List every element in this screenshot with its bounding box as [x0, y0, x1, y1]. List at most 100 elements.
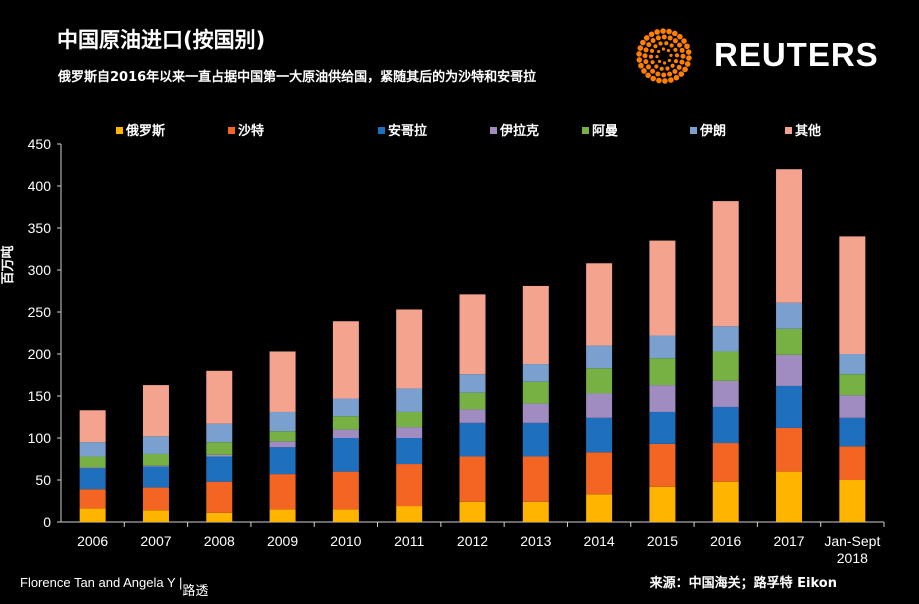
- bar-segment: [459, 294, 486, 375]
- x-tick-label: 2012: [457, 533, 488, 549]
- bar-segment: [712, 326, 739, 352]
- logo-dot: [684, 61, 691, 67]
- legend-swatch: [785, 127, 792, 134]
- bar-segment: [522, 501, 549, 522]
- bar-segment: [459, 409, 486, 423]
- logo-dot: [659, 66, 664, 71]
- logo-dot: [664, 41, 669, 46]
- bar-segment: [332, 509, 359, 522]
- bar-segment: [206, 454, 233, 457]
- author-credit: Florence Tan and Angela Y |路透: [20, 572, 208, 599]
- logo-dot: [636, 51, 642, 57]
- bar-segment: [712, 406, 739, 444]
- bar-segment: [79, 467, 106, 469]
- bar-segment: [522, 381, 549, 404]
- bar-segment: [79, 442, 106, 457]
- logo-dot: [662, 61, 667, 65]
- bar-segment: [839, 480, 866, 522]
- x-tick-label: 2011: [394, 533, 424, 549]
- legend-swatch: [690, 127, 697, 134]
- logo-dot: [650, 75, 657, 82]
- bar-segment: [269, 474, 296, 510]
- logo-dot: [649, 48, 655, 54]
- logo-dot: [655, 35, 661, 41]
- bar-segment: [269, 509, 296, 522]
- bar-segment: [79, 410, 106, 443]
- x-tick-label: 2016: [710, 533, 741, 549]
- bar-segment: [522, 403, 549, 423]
- bar-segment: [206, 370, 233, 424]
- bar-segment: [649, 443, 676, 487]
- bar-segment: [459, 422, 486, 457]
- bar-segment: [396, 427, 423, 438]
- logo-dot: [645, 72, 651, 79]
- logo-dot: [669, 53, 673, 58]
- x-tick-label: 2015: [647, 533, 678, 549]
- legend-label: 伊拉克: [499, 123, 539, 139]
- logo-dot: [677, 33, 683, 40]
- y-tick-label: 450: [28, 136, 52, 152]
- bar-segment: [776, 354, 803, 386]
- bar-segment: [332, 398, 359, 417]
- logo-dot: [653, 44, 658, 49]
- logo-dot: [658, 41, 663, 46]
- logo-dot: [643, 59, 649, 65]
- bar-segment: [332, 416, 359, 430]
- y-axis-label: 百万吨: [0, 245, 16, 284]
- bar-segment: [142, 466, 169, 488]
- legend-label: 安哥拉: [388, 123, 427, 139]
- bar-segment: [586, 452, 613, 495]
- logo-dot: [636, 57, 643, 63]
- bar-segment: [269, 351, 296, 412]
- bar-segment: [776, 471, 803, 522]
- logo-dot: [661, 34, 667, 40]
- bar-segment: [586, 393, 613, 418]
- bar-segment: [839, 395, 866, 418]
- logo-dot: [686, 55, 692, 61]
- bar-segment: [586, 417, 613, 453]
- logo-dot: [662, 78, 668, 84]
- bar-segment: [649, 385, 676, 412]
- bar-segment: [269, 431, 296, 442]
- logo-dot: [682, 66, 688, 73]
- bar-segment: [142, 487, 169, 511]
- logo-dot: [667, 58, 671, 63]
- bar-segment: [396, 464, 423, 507]
- source-credit: 来源：中国海关；路孚特 Eikon: [649, 576, 837, 591]
- logo-dot: [661, 47, 666, 51]
- logo-dot: [673, 58, 679, 64]
- x-tick-label: 2014: [584, 533, 615, 549]
- y-tick-label: 300: [28, 262, 52, 278]
- y-tick-label: 150: [28, 388, 52, 404]
- y-tick-label: 0: [43, 514, 51, 530]
- bar-segment: [712, 481, 739, 522]
- bar-segment: [206, 442, 233, 455]
- bar-segment: [649, 358, 676, 386]
- bar-segment: [396, 388, 423, 412]
- logo-dot: [679, 59, 685, 65]
- bar-segment: [79, 508, 106, 522]
- logo-dot: [638, 62, 644, 69]
- bar-segment: [586, 263, 613, 346]
- legend-swatch: [378, 127, 385, 134]
- bar-segment: [206, 512, 233, 522]
- bar-segment: [712, 380, 739, 407]
- bar-segment: [522, 422, 549, 457]
- bar-segment: [396, 309, 423, 389]
- x-tick-label: Jan-Sept 2018: [824, 533, 880, 566]
- bar-segment: [79, 468, 106, 490]
- chart-title: 中国原油进口(按国别): [57, 28, 266, 52]
- logo-dot: [672, 69, 678, 75]
- logo-dot: [673, 47, 678, 52]
- logo-dot: [677, 42, 683, 48]
- bar-segment: [839, 374, 866, 396]
- bar-segment: [839, 354, 866, 375]
- brand-name: REUTERS: [714, 36, 879, 73]
- logo-dot: [648, 31, 655, 38]
- bar-segment: [586, 368, 613, 394]
- logo-dot: [665, 66, 670, 71]
- logo-dot: [654, 64, 659, 69]
- bar-segment: [522, 456, 549, 502]
- bar-segment: [142, 465, 169, 467]
- y-tick-label: 350: [28, 220, 52, 236]
